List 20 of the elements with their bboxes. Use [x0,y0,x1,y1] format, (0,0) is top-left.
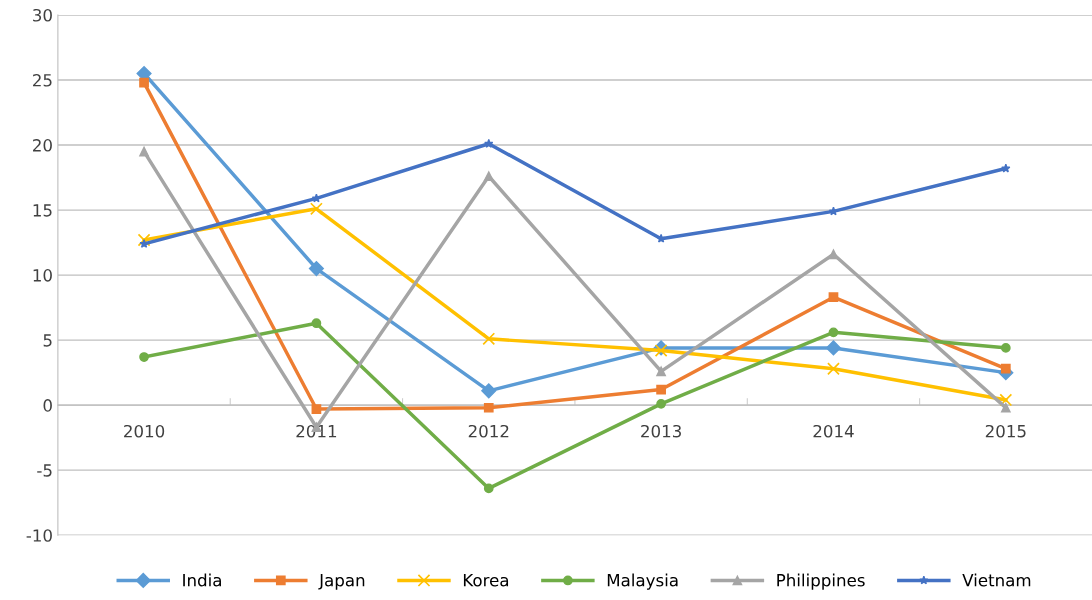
x-tick-label: 2014 [813,424,854,438]
y-tick-label: 10 [33,269,52,282]
y-tick-label: -10 [26,529,52,542]
y-tick-label: 5 [43,334,52,347]
x-tick-label: 2012 [468,424,509,438]
legend-label: Vietnam [962,573,1031,587]
y-tick-label: 30 [33,8,52,22]
legend-label: Japan [318,574,365,590]
x-tick-label: 2013 [641,424,681,438]
y-tick-label: 25 [33,73,52,87]
x-tick-label: 2015 [985,424,1026,438]
y-tick-label: 15 [33,204,52,217]
legend-label: Philippines [777,573,865,590]
y-tick-label: -5 [37,464,52,477]
legend-label: India [183,573,221,587]
legend-label: Malaysia [607,573,678,590]
y-tick-label: 20 [33,139,52,152]
y-tick-label: 0 [43,399,52,412]
x-tick-label: 2010 [124,424,165,438]
legend-label: Korea [463,574,509,587]
